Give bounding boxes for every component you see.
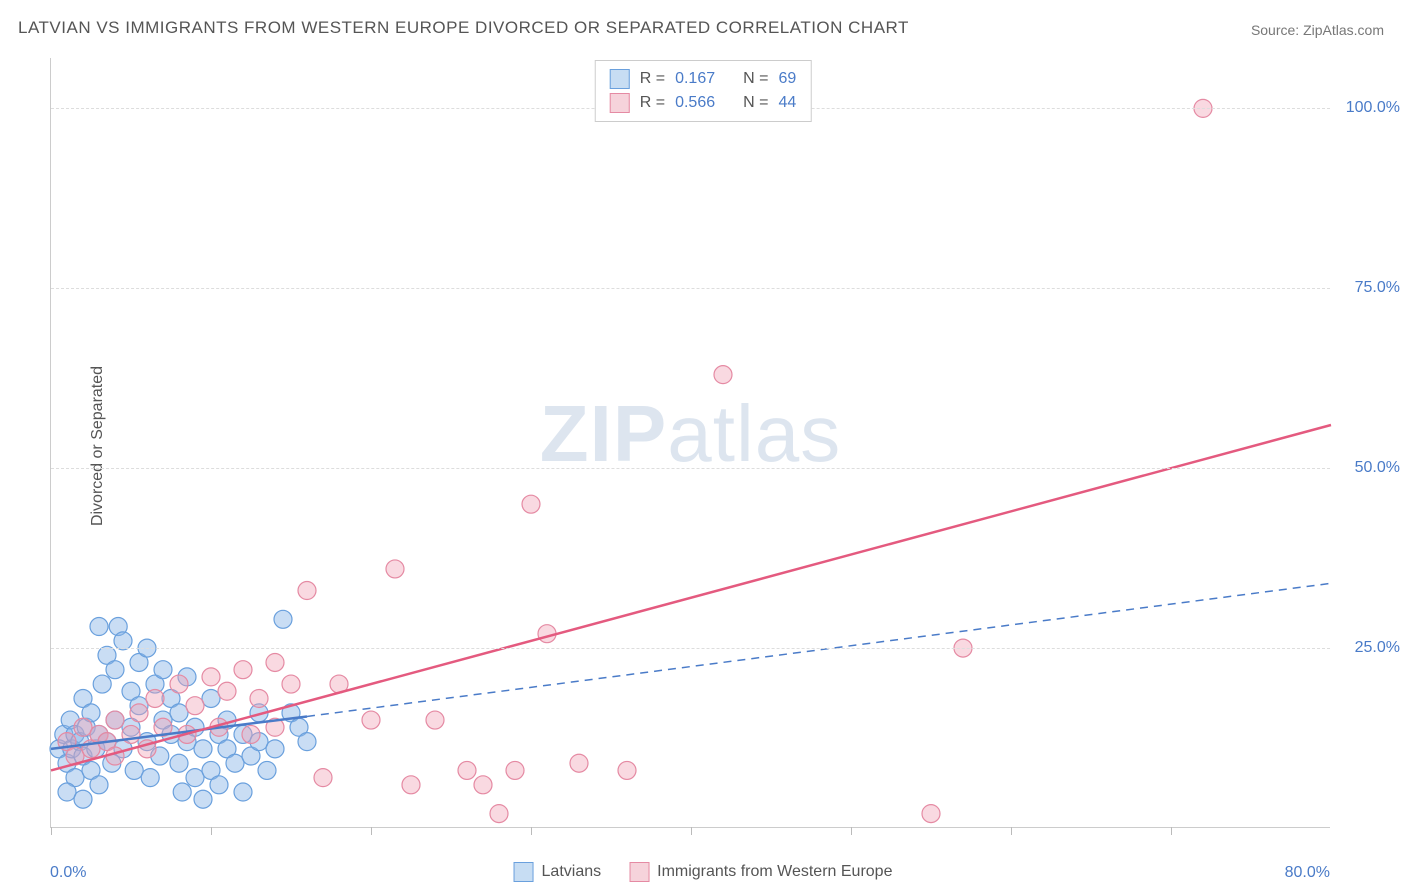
data-point xyxy=(234,661,252,679)
data-point xyxy=(490,805,508,823)
x-axis-min-label: 0.0% xyxy=(50,864,86,882)
y-tick-label: 50.0% xyxy=(1355,459,1400,477)
x-tick xyxy=(211,827,212,835)
data-point xyxy=(173,783,191,801)
series-legend: Latvians Immigrants from Western Europe xyxy=(514,862,893,882)
grid-line xyxy=(51,648,1330,649)
correlation-legend: R = 0.167 N = 69 R = 0.566 N = 44 xyxy=(595,60,812,122)
data-point xyxy=(186,697,204,715)
data-point xyxy=(298,733,316,751)
data-point xyxy=(266,740,284,758)
x-tick xyxy=(851,827,852,835)
y-tick-label: 25.0% xyxy=(1355,639,1400,657)
swatch-latvians xyxy=(610,69,630,89)
data-point xyxy=(125,761,143,779)
swatch-immigrants xyxy=(629,862,649,882)
data-point xyxy=(90,618,108,636)
data-point xyxy=(106,661,124,679)
grid-line xyxy=(51,288,1330,289)
source-attribution: Source: ZipAtlas.com xyxy=(1251,22,1384,38)
grid-line xyxy=(51,468,1330,469)
data-point xyxy=(186,769,204,787)
scatter-svg xyxy=(51,58,1331,828)
data-point xyxy=(130,704,148,722)
y-tick-label: 100.0% xyxy=(1346,99,1400,117)
n-label: N = xyxy=(743,94,768,112)
trend-line-extrapolated xyxy=(307,583,1331,716)
data-point xyxy=(274,610,292,628)
x-tick xyxy=(531,827,532,835)
trend-line xyxy=(51,425,1331,770)
data-point xyxy=(298,582,316,600)
chart-title: LATVIAN VS IMMIGRANTS FROM WESTERN EUROP… xyxy=(18,18,909,38)
data-point xyxy=(386,560,404,578)
data-point xyxy=(458,761,476,779)
x-tick xyxy=(1011,827,1012,835)
data-point xyxy=(90,776,108,794)
data-point xyxy=(714,366,732,384)
data-point xyxy=(250,689,268,707)
legend-item-latvians: Latvians xyxy=(514,862,602,882)
legend-row-immigrants: R = 0.566 N = 44 xyxy=(610,91,797,115)
chart-plot-area: ZIPatlas 25.0%50.0%75.0%100.0% xyxy=(50,58,1330,828)
data-point xyxy=(402,776,420,794)
data-point xyxy=(170,704,188,722)
data-point xyxy=(202,668,220,686)
data-point xyxy=(362,711,380,729)
r-label: R = xyxy=(640,70,665,88)
data-point xyxy=(922,805,940,823)
x-tick xyxy=(51,827,52,835)
r-label: R = xyxy=(640,94,665,112)
data-point xyxy=(242,725,260,743)
r-value-latvians: 0.167 xyxy=(675,70,715,88)
data-point xyxy=(170,754,188,772)
data-point xyxy=(234,783,252,801)
data-point xyxy=(202,689,220,707)
data-point xyxy=(170,675,188,693)
data-point xyxy=(74,790,92,808)
data-point xyxy=(146,689,164,707)
n-label: N = xyxy=(743,70,768,88)
x-axis-max-label: 80.0% xyxy=(1285,864,1330,882)
legend-row-latvians: R = 0.167 N = 69 xyxy=(610,67,797,91)
data-point xyxy=(266,653,284,671)
swatch-latvians xyxy=(514,862,534,882)
r-value-immigrants: 0.566 xyxy=(675,94,715,112)
data-point xyxy=(58,783,76,801)
data-point xyxy=(474,776,492,794)
x-tick xyxy=(1171,827,1172,835)
data-point xyxy=(106,711,124,729)
y-tick-label: 75.0% xyxy=(1355,279,1400,297)
data-point xyxy=(141,769,159,787)
data-point xyxy=(570,754,588,772)
x-tick xyxy=(371,827,372,835)
legend-label-latvians: Latvians xyxy=(542,863,602,881)
data-point xyxy=(154,661,172,679)
data-point xyxy=(314,769,332,787)
data-point xyxy=(618,761,636,779)
legend-item-immigrants: Immigrants from Western Europe xyxy=(629,862,892,882)
swatch-immigrants xyxy=(610,93,630,113)
data-point xyxy=(194,740,212,758)
data-point xyxy=(426,711,444,729)
data-point xyxy=(194,790,212,808)
data-point xyxy=(93,675,111,693)
data-point xyxy=(522,495,540,513)
data-point xyxy=(506,761,524,779)
data-point xyxy=(226,754,244,772)
data-point xyxy=(258,761,276,779)
data-point xyxy=(282,675,300,693)
data-point xyxy=(210,776,228,794)
x-tick xyxy=(691,827,692,835)
data-point xyxy=(74,718,92,736)
data-point xyxy=(218,682,236,700)
n-value-immigrants: 44 xyxy=(778,94,796,112)
n-value-latvians: 69 xyxy=(778,70,796,88)
legend-label-immigrants: Immigrants from Western Europe xyxy=(657,863,892,881)
